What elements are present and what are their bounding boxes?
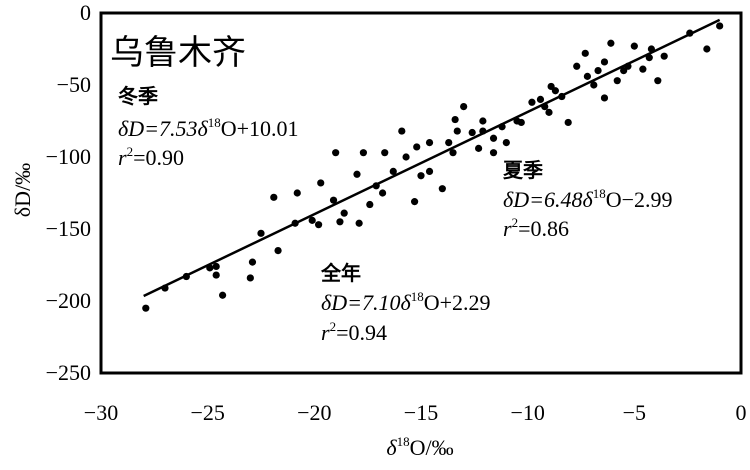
annual-equation: δD=7.10δ18O+2.29 [321, 289, 490, 315]
winter-annotation: 冬季 δD=7.53δ18O+10.01 r2=0.90 [118, 84, 298, 170]
data-point [353, 170, 361, 178]
y-tick-label: −100 [46, 144, 91, 169]
summer-label: 夏季 [503, 158, 543, 182]
data-point [564, 118, 572, 127]
x-tick-label: −30 [84, 400, 118, 425]
winter-label: 冬季 [118, 84, 158, 108]
data-point [332, 149, 340, 157]
data-point [270, 193, 278, 201]
data-point [413, 143, 421, 151]
annual-label: 全年 [320, 261, 361, 285]
data-point [607, 39, 615, 47]
data-point [212, 262, 220, 271]
data-point [142, 304, 150, 312]
data-point [468, 128, 476, 137]
x-tick-label: −10 [510, 400, 544, 425]
data-point [590, 81, 598, 89]
data-point [594, 67, 602, 75]
data-point [536, 95, 545, 103]
data-point [475, 144, 483, 152]
data-point [317, 179, 325, 187]
data-point [355, 219, 363, 227]
y-tick-label: −250 [46, 360, 91, 385]
y-tick-label: −200 [46, 288, 91, 313]
annual-r2: r2=0.94 [321, 319, 387, 345]
data-point [654, 77, 662, 85]
data-point [460, 103, 468, 111]
data-point [340, 209, 348, 217]
summer-equation: δD=6.48δ18O−2.99 [503, 186, 672, 212]
data-point [445, 139, 453, 147]
y-tick-label: −50 [57, 72, 91, 97]
data-points [142, 22, 724, 312]
winter-equation: δD=7.53δ18O+10.01 [118, 115, 298, 141]
data-point [425, 139, 434, 147]
data-point [293, 189, 301, 197]
data-point [449, 149, 457, 157]
data-point [248, 258, 257, 266]
x-tick-label: −20 [297, 400, 331, 425]
data-point [630, 42, 638, 50]
x-tick-label: −25 [190, 400, 224, 425]
data-point [359, 149, 367, 157]
data-point [545, 108, 553, 116]
winter-r2: r2=0.90 [118, 144, 184, 170]
data-point [257, 229, 265, 237]
y-axis-label: δD/‰ [10, 163, 35, 217]
data-point [381, 149, 389, 157]
data-point [573, 62, 581, 70]
y-tick-label: −150 [46, 216, 91, 241]
data-point [411, 198, 419, 206]
data-point [402, 153, 410, 161]
data-point [336, 218, 344, 226]
summer-r2: r2=0.86 [503, 215, 569, 241]
summer-annotation: 夏季 δD=6.48δ18O−2.99 r2=0.86 [503, 158, 672, 241]
data-point [489, 149, 498, 157]
data-point [489, 134, 498, 142]
data-point [451, 115, 459, 124]
data-point [716, 22, 724, 30]
x-axis-label: δ18O/‰ [386, 434, 453, 460]
data-point [600, 94, 609, 102]
data-point [620, 67, 628, 75]
data-point [703, 45, 711, 53]
x-tick-label: −5 [623, 400, 646, 425]
data-point [315, 221, 323, 229]
data-point [502, 139, 510, 147]
data-point [613, 77, 621, 85]
data-point [581, 49, 589, 57]
fit-line [143, 18, 721, 298]
data-point [379, 189, 387, 197]
data-point [398, 127, 406, 135]
y-tick-label: 0 [80, 0, 91, 25]
data-point [438, 185, 446, 193]
plot-frame [99, 11, 743, 375]
x-tick-label: −15 [404, 400, 438, 425]
data-point [389, 167, 397, 175]
data-point [212, 271, 220, 279]
data-point [639, 65, 647, 73]
data-point [528, 98, 536, 106]
data-point [547, 82, 555, 91]
data-point [425, 167, 434, 175]
chart-title: 乌鲁木齐 [110, 33, 246, 73]
data-point [600, 58, 609, 66]
data-point [308, 216, 316, 224]
data-point [366, 200, 374, 209]
annual-annotation: 全年 δD=7.10δ18O+2.29 r2=0.94 [320, 261, 490, 345]
data-point [660, 52, 668, 60]
data-point [274, 247, 282, 255]
data-point [329, 196, 338, 204]
ticks: −30 −25 −20 −15 −10 −5 00−50−100−150−200−250 [46, 0, 747, 425]
data-point [583, 72, 592, 80]
x-tick-label: 0 [736, 400, 747, 425]
data-point [219, 291, 227, 299]
data-point [417, 172, 425, 180]
data-point [246, 274, 254, 282]
data-point [453, 127, 461, 135]
data-point [479, 117, 487, 125]
